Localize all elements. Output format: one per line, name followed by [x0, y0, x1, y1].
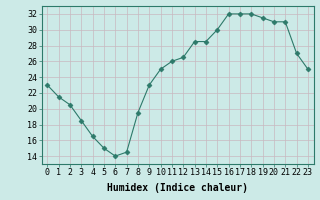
- X-axis label: Humidex (Indice chaleur): Humidex (Indice chaleur): [107, 183, 248, 193]
